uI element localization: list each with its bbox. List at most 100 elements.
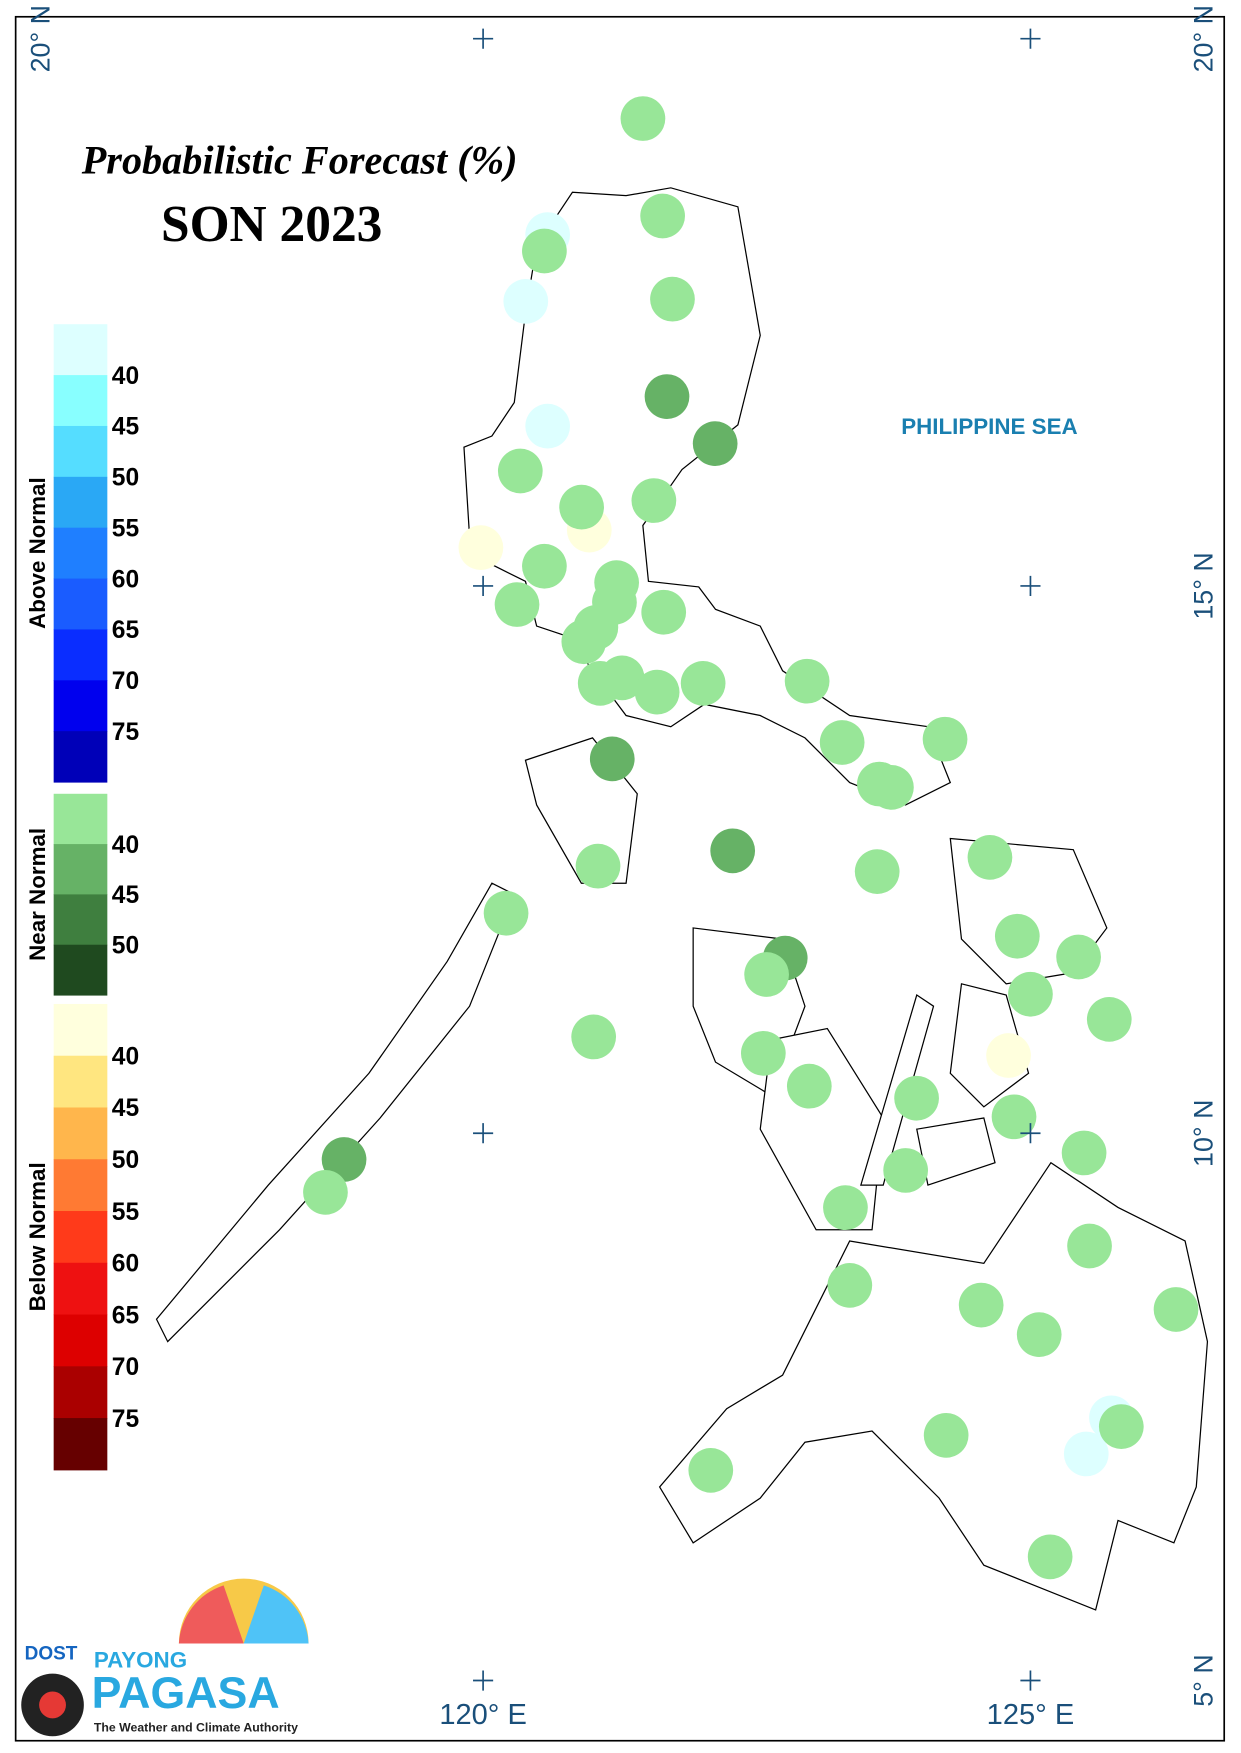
legend-tick-label: 60 [112,566,139,593]
y-tick-label: 15° N [1188,552,1218,619]
forecast-point [620,96,666,141]
grid-cross [1020,1670,1041,1691]
forecast-point [1063,1431,1109,1477]
legend-swatch [53,680,108,732]
x-tick-label: 120° E [439,1699,527,1731]
legend-swatch [53,324,108,376]
forecast-point [494,582,540,627]
legend-swatch [53,375,108,427]
legend-swatch [53,1366,108,1419]
legend-group-label: Below Normal [25,1162,50,1311]
forecast-point [644,374,690,419]
legend-swatch [53,1055,108,1109]
y-tick-label: 5° N [1188,1654,1218,1706]
forecast-point [854,849,900,894]
forecast-point [994,913,1040,959]
y-tick-label: 20° N [26,5,56,72]
forecast-point [1061,1130,1107,1176]
forecast-point [680,661,726,706]
umbrella-panel [178,1585,244,1644]
forecast-point [1153,1287,1199,1332]
legend-tick-label: 55 [112,1199,139,1226]
grid-cross [473,1670,494,1691]
forecast-point [784,658,830,704]
forecast-point [869,764,914,810]
x-tick-label: 125° E [987,1699,1075,1731]
legend-swatch [53,629,108,681]
mindanao [658,1161,1209,1611]
forecast-point [1016,1312,1062,1357]
forecast-point [631,478,677,523]
forecast-point [497,448,543,494]
legend-tick-label: 45 [112,882,139,909]
legend-tick-label: 70 [112,1354,139,1381]
legend-swatch [53,527,108,580]
forecast-point [1008,971,1053,1017]
forecast-point [823,1185,868,1231]
forecast-point [894,1075,939,1121]
legend-tick-label: 50 [112,932,139,959]
legend-swatch [53,1211,108,1264]
legend-swatch [53,1159,108,1212]
forecast-point [710,828,756,874]
points-layer [303,96,1199,1580]
grid-cross [473,28,494,49]
grid-cross [473,1123,494,1144]
legend-tick-label: 60 [112,1251,139,1278]
forecast-point [575,843,621,889]
legend-swatch [53,844,108,895]
forecast-point [991,1094,1037,1140]
forecast-point [1098,1404,1144,1449]
legend-swatch [53,894,108,946]
legend-swatch [53,476,108,529]
forecast-point [525,403,571,449]
forecast-point [1086,997,1132,1042]
forecast-point [1027,1534,1073,1580]
legend-swatch [53,1003,108,1057]
legend-tick-label: 65 [112,1302,139,1329]
logo: DOST PAYONG PAGASA The Weather and Clima… [21,1578,309,1737]
sea-label: PHILIPPINE SEA [901,414,1077,439]
forecast-point [522,543,567,589]
legend-group-label: Near Normal [25,828,50,961]
legend-group-label: Above Normal [25,477,50,629]
y-tick-label: 10° N [1188,1100,1218,1167]
forecast-point [819,720,865,765]
legend-tick-label: 75 [112,719,139,746]
grid-cross [1020,1123,1041,1144]
legend-tick-label: 40 [112,363,139,390]
forecast-point [692,421,738,467]
forecast-point [786,1063,832,1109]
forecast-point [986,1033,1031,1078]
forecast-point [571,1014,617,1060]
forecast-point [321,1137,367,1182]
legend-tick-label: 50 [112,1147,139,1174]
legend-tick-label: 45 [112,1095,139,1122]
forecast-point [922,716,968,762]
forecast-point [303,1169,348,1215]
legend-tick-label: 40 [112,1043,139,1070]
legend-tick-label: 40 [112,832,139,859]
legend-swatch [53,1314,108,1367]
grid-cross [1020,575,1041,597]
logo-name: PAGASA [92,1669,280,1718]
logo-tagline: The Weather and Climate Authority [94,1721,298,1735]
forecast-point [589,736,635,782]
legend-swatch [53,793,108,845]
forecast-point [522,228,567,274]
dost-seal-center [39,1691,66,1719]
forecast-point [958,1282,1004,1328]
forecast-point [923,1412,969,1458]
forecast-point [458,525,504,570]
legend-swatch [53,1107,108,1160]
legend-swatch [53,1418,108,1471]
legend-swatch [53,578,108,630]
logo-name-top: PAYONG [94,1647,187,1672]
legend-swatch [53,944,108,996]
forecast-point [688,1448,734,1493]
forecast-point [883,1148,929,1193]
legend: 40 45 50 55 60 65 70 75 Above Normal 40 45 50 Near N… [25,324,139,1471]
forecast-point [634,669,680,715]
forecast-point [483,890,529,936]
legend-swatch [53,425,108,478]
